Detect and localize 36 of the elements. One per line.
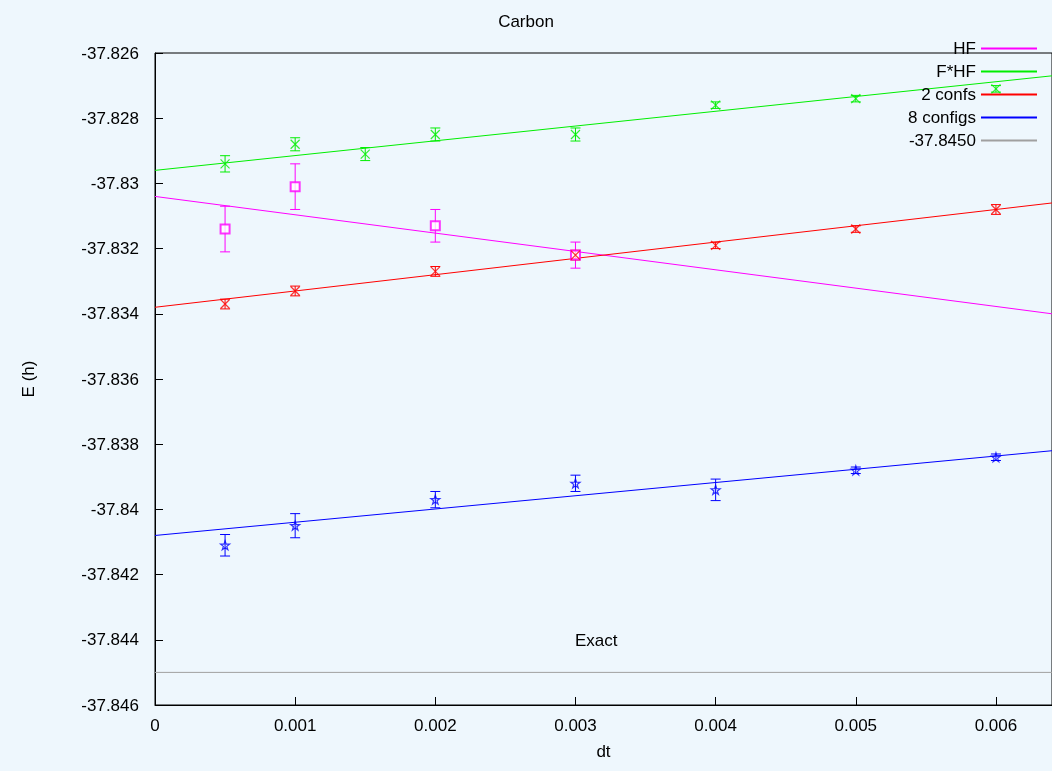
point (429, 220, 441, 232)
x-tick-label: 0.005 (834, 716, 878, 735)
y-tick-label: -37.826 (81, 43, 139, 63)
x-tick-label: 0.006 (974, 716, 1018, 735)
legend-label: 8 configs (907, 108, 976, 127)
x-tick-label: 0.001 (273, 716, 317, 735)
y-tick-label: -37.832 (81, 239, 139, 259)
legend-label: 2 confs (921, 85, 976, 104)
y-tick-label: -37.838 (81, 434, 139, 454)
y-axis-title: E (h) (19, 360, 38, 398)
y-tick-label: -37.834 (81, 304, 139, 324)
point (570, 478, 581, 489)
chart-title: Carbon (498, 12, 554, 31)
point (219, 158, 231, 169)
legend-label: F*HF (936, 62, 976, 81)
x-tick-label: 0 (150, 716, 160, 735)
y-tick-label: -37.828 (81, 108, 139, 128)
y-tick-label: -37.842 (81, 565, 139, 585)
point (219, 223, 231, 235)
x-tick-label: 0.003 (554, 716, 597, 735)
legend-label: HF (953, 39, 976, 58)
y-tick-label: -37.846 (81, 695, 139, 715)
annotation: Exact (575, 631, 618, 650)
legend-label: -37.8450 (908, 131, 976, 150)
y-tick-label: -37.83 (90, 173, 139, 193)
y-tick-label: -37.844 (81, 630, 139, 650)
x-tick-label: 0.002 (414, 716, 457, 735)
point (290, 520, 301, 531)
y-tick-label: -37.836 (81, 369, 139, 389)
point (430, 494, 441, 505)
x-axis-title: dt (596, 742, 611, 761)
x-tick-label: 0.004 (694, 716, 737, 735)
point (219, 540, 231, 551)
point (710, 484, 721, 495)
y-tick-label: -37.84 (90, 499, 139, 519)
point (289, 181, 301, 193)
